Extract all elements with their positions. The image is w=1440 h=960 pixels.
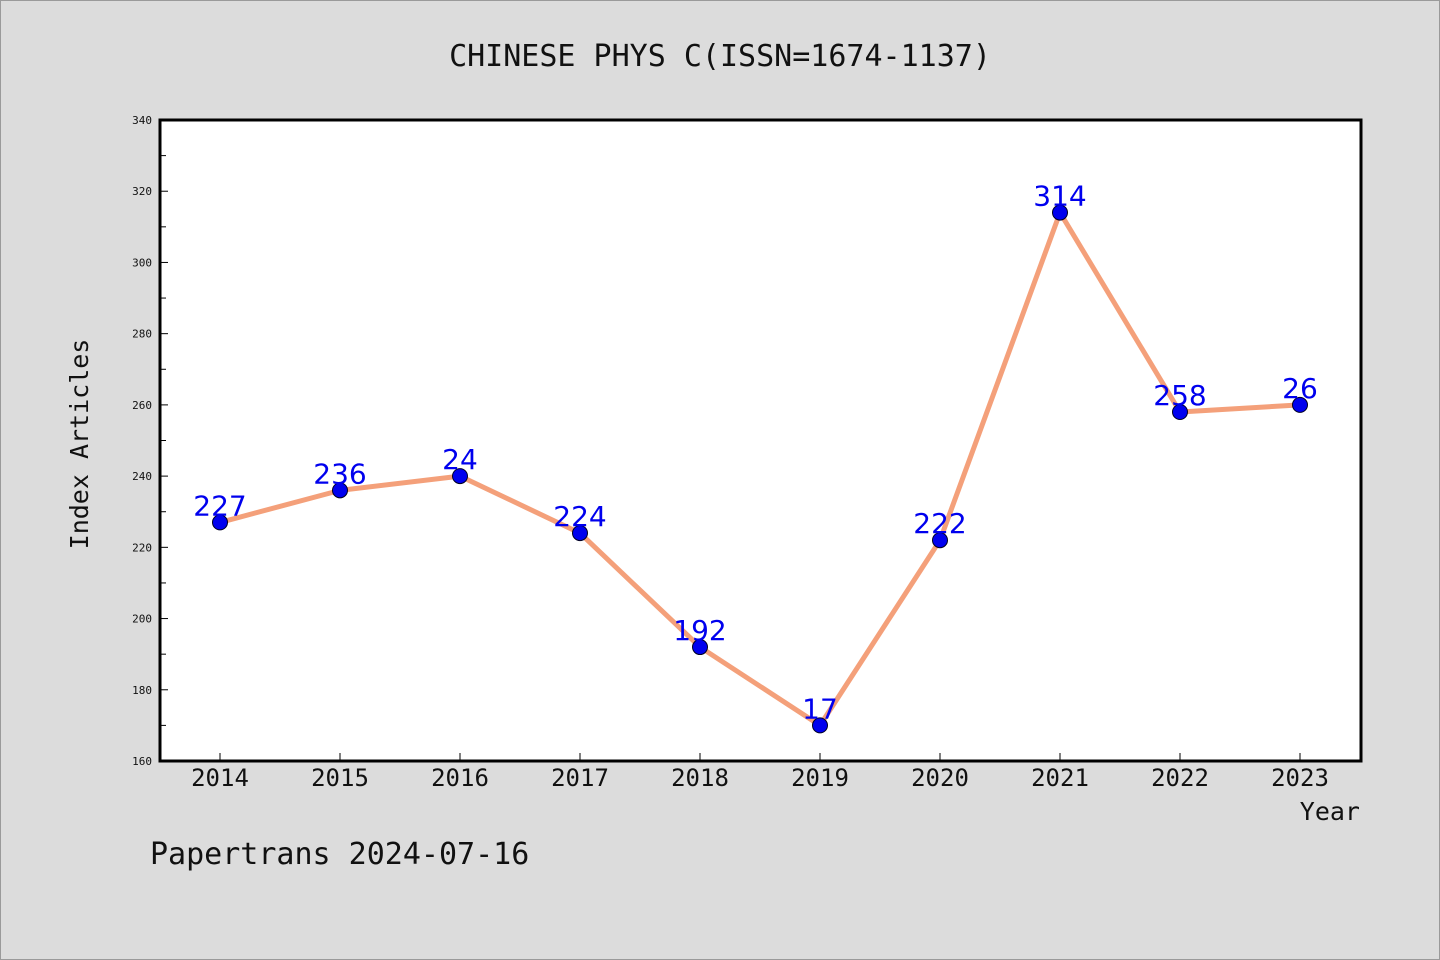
y-tick-label: 340 [132, 114, 152, 127]
y-tick-label: 280 [132, 328, 152, 341]
data-point [1172, 404, 1188, 421]
data-label: 314 [1033, 180, 1086, 213]
y-tick-label: 200 [132, 613, 152, 626]
data-point [932, 532, 948, 549]
x-tick-label: 2022 [1151, 764, 1209, 792]
data-point [212, 514, 228, 531]
x-tick-label: 2015 [311, 764, 369, 792]
y-axis-label: Index Articles [65, 339, 94, 550]
y-tick-label: 160 [132, 755, 152, 768]
x-tick-label: 2018 [671, 764, 729, 792]
footer-text: Papertrans 2024-07-16 [150, 837, 529, 872]
x-tick-label: 2023 [1271, 764, 1329, 792]
y-tick-label: 220 [132, 541, 152, 554]
x-tick-label: 2020 [911, 764, 969, 792]
data-label: 17 [802, 692, 838, 725]
data-point [692, 639, 708, 656]
chart-title: CHINESE PHYS C(ISSN=1674-1137) [449, 39, 991, 74]
data-label: 258 [1153, 379, 1206, 412]
series-line [217, 210, 1303, 728]
data-label: 24 [442, 443, 478, 476]
series-group: 227 236 24 224 192 17 222 314 258 26 [193, 180, 1318, 734]
data-label: 236 [313, 457, 366, 490]
data-label: 26 [1282, 372, 1318, 405]
x-tick-label: 2021 [1031, 764, 1089, 792]
data-label: 222 [913, 507, 966, 540]
data-label: 192 [673, 614, 726, 647]
data-point [332, 482, 348, 499]
data-point [1292, 396, 1308, 413]
y-axis: 160 180 200 220 240 260 280 300 320 340 [132, 114, 168, 768]
x-tick-label: 2019 [791, 764, 849, 792]
data-point [1052, 204, 1068, 221]
plot-area [158, 118, 1363, 763]
x-axis: 2014 2015 2016 2017 2018 2019 2020 2021 2022 2023 [191, 753, 1329, 792]
y-tick-label: 260 [132, 399, 152, 412]
y-tick-label: 320 [132, 185, 152, 198]
x-tick-label: 2014 [191, 764, 249, 792]
data-label: 224 [553, 500, 606, 533]
data-label: 227 [193, 489, 246, 522]
x-tick-label: 2017 [551, 764, 609, 792]
x-axis-label: Year [1300, 797, 1360, 826]
data-point [452, 468, 468, 485]
data-point [572, 525, 588, 542]
data-point [812, 717, 828, 734]
x-tick-label: 2016 [431, 764, 489, 792]
y-tick-label: 180 [132, 684, 152, 697]
y-tick-label: 300 [132, 256, 152, 269]
y-tick-label: 240 [132, 470, 152, 483]
